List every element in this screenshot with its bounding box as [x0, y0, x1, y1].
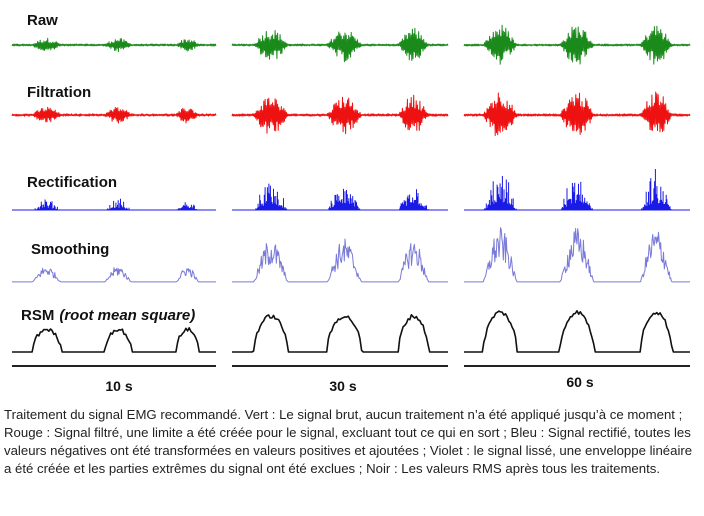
trace-raw-30s — [231, 27, 449, 63]
column-label-60s: 60 s — [566, 374, 593, 390]
emg-processing-figure: Raw Filtration Rectification Smoothing R… — [11, 12, 691, 394]
column-label-10s: 10 s — [105, 378, 132, 394]
trace-rms-30s — [232, 314, 448, 353]
row-label-rms-italic: (root mean square) — [59, 307, 195, 324]
trace-rectification-10s — [12, 198, 216, 211]
trace-rectification-30s — [232, 183, 448, 211]
trace-rms-60s — [464, 310, 690, 353]
column-label-30s: 30 s — [329, 378, 356, 394]
row-label-rectification: Rectification — [27, 174, 117, 191]
trace-filtration-30s — [231, 94, 449, 135]
trace-rms-10s — [12, 327, 216, 353]
row-label-rms: RSM (root mean square) — [21, 307, 195, 324]
trace-smoothing-60s — [464, 227, 690, 283]
row-label-filtration: Filtration — [27, 84, 91, 101]
trace-rectification-60s — [464, 169, 690, 211]
row-label-rms-main: RSM — [21, 307, 54, 324]
trace-raw-60s — [463, 24, 691, 65]
row-label-raw: Raw — [27, 12, 58, 29]
trace-filtration-60s — [463, 91, 691, 136]
trace-smoothing-30s — [232, 238, 448, 283]
trace-raw-10s — [11, 37, 217, 53]
figure-caption: Traitement du signal EMG recommandé. Ver… — [4, 407, 693, 476]
trace-filtration-10s — [11, 106, 217, 124]
row-label-smoothing: Smoothing — [31, 241, 109, 258]
trace-smoothing-10s — [12, 267, 216, 283]
signal-traces — [11, 24, 691, 353]
